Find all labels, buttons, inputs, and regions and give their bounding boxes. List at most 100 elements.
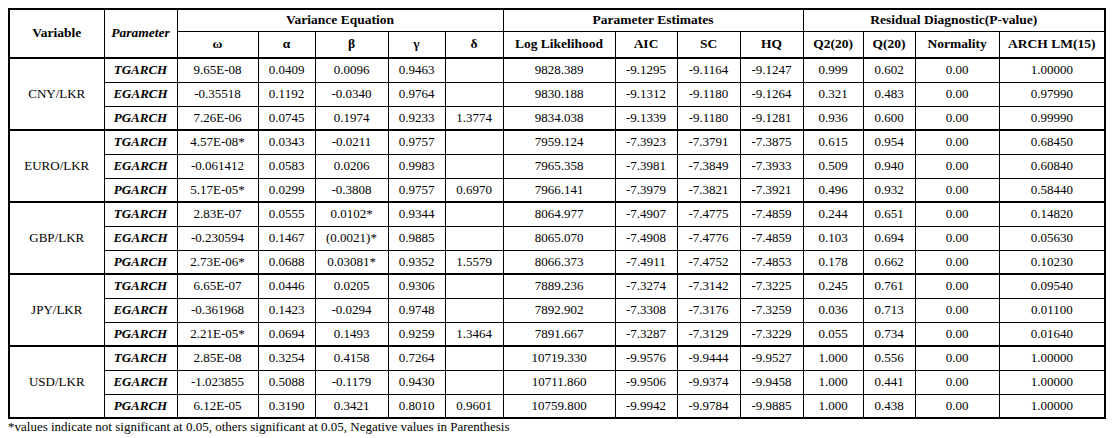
value-cell: 0.0583 [258,154,315,178]
table-row: PGARCH7.26E-060.07450.19740.92331.377498… [9,106,1105,130]
parameter-cell: PGARCH [104,106,177,130]
col-header-q2-20: Q2(20) [803,32,863,59]
value-cell: 0.954 [863,130,915,154]
value-cell: 1.000 [803,394,863,418]
value-cell: (0.0021)* [315,226,388,250]
col-header-aic: AIC [615,32,677,59]
value-cell [445,274,503,298]
value-cell: 2.85E-08 [177,346,258,370]
value-cell: 0.3190 [258,394,315,418]
value-cell: 1.00000 [999,370,1105,394]
value-cell [445,130,503,154]
value-cell: 0.036 [803,298,863,322]
value-cell [445,82,503,106]
parameter-cell: EGARCH [104,370,177,394]
variable-cell: CNY/LKR [9,58,104,130]
value-cell: 0.00 [915,202,999,226]
value-cell: 0.9352 [388,250,445,274]
value-cell: 0.602 [863,58,915,82]
value-cell: -7.3259 [740,298,803,322]
garch-results-table: Variable Parameter Variance Equation Par… [8,8,1106,419]
value-cell: -7.3142 [677,274,740,298]
value-cell: -9.9576 [615,346,677,370]
table-row: EURO/LKRTGARCH4.57E-08*0.0343-0.02110.97… [9,130,1105,154]
value-cell: -9.9942 [615,394,677,418]
value-cell: -7.3274 [615,274,677,298]
value-cell: -9.1339 [615,106,677,130]
col-header-log-likelihood: Log Likelihood [503,32,615,59]
value-cell: 0.8010 [388,394,445,418]
parameter-cell: PGARCH [104,394,177,418]
value-cell: -7.4859 [740,202,803,226]
col-header-parameter: Parameter [104,9,177,58]
value-cell: -9.9374 [677,370,740,394]
value-cell: 0.9344 [388,202,445,226]
value-cell: 0.694 [863,226,915,250]
value-cell: 0.00 [915,274,999,298]
value-cell: -7.3791 [677,130,740,154]
value-cell: 0.1493 [315,322,388,346]
value-cell: 0.999 [803,58,863,82]
value-cell: -7.3921 [740,178,803,202]
value-cell: 0.9983 [388,154,445,178]
value-cell: 0.0745 [258,106,315,130]
col-header-alpha: α [258,32,315,59]
parameter-cell: TGARCH [104,346,177,370]
value-cell: 9828.389 [503,58,615,82]
value-cell: -7.3923 [615,130,677,154]
value-cell: -0.35518 [177,82,258,106]
value-cell: 0.7264 [388,346,445,370]
value-cell: -9.9527 [740,346,803,370]
value-cell: 7965.358 [503,154,615,178]
value-cell: 7892.902 [503,298,615,322]
value-cell: -7.3849 [677,154,740,178]
value-cell: -7.3176 [677,298,740,322]
value-cell: 7889.236 [503,274,615,298]
col-header-delta: δ [445,32,503,59]
value-cell: -9.1247 [740,58,803,82]
value-cell: 2.83E-07 [177,202,258,226]
value-cell: -9.1180 [677,106,740,130]
parameter-cell: TGARCH [104,202,177,226]
value-cell: -7.3229 [740,322,803,346]
value-cell: -7.4911 [615,250,677,274]
value-cell: 10719.330 [503,346,615,370]
group-header-residual-diagnostic: Residual Diagnostic(P-value) [803,9,1105,32]
value-cell: 0.1423 [258,298,315,322]
value-cell: 6.65E-07 [177,274,258,298]
value-cell: 0.0409 [258,58,315,82]
value-cell: 1.3464 [445,322,503,346]
value-cell: -0.061412 [177,154,258,178]
table-header: Variable Parameter Variance Equation Par… [9,9,1105,58]
table-row: GBP/LKRTGARCH2.83E-070.05550.0102*0.9344… [9,202,1105,226]
col-header-gamma: γ [388,32,445,59]
value-cell: -7.4859 [740,226,803,250]
value-cell: 2.21E-05* [177,322,258,346]
value-cell: 0.1467 [258,226,315,250]
value-cell: -7.3981 [615,154,677,178]
value-cell: 0.3421 [315,394,388,418]
parameter-cell: EGARCH [104,226,177,250]
value-cell [445,226,503,250]
table-row: EGARCH-0.0614120.05830.02060.99837965.35… [9,154,1105,178]
value-cell: 0.9463 [388,58,445,82]
value-cell: 0.055 [803,322,863,346]
value-cell: 9834.038 [503,106,615,130]
value-cell [445,298,503,322]
value-cell: 0.00 [915,226,999,250]
value-cell: -9.9458 [740,370,803,394]
value-cell: 0.00 [915,130,999,154]
value-cell: 0.9306 [388,274,445,298]
group-header-variance-equation: Variance Equation [177,9,503,32]
value-cell: -7.4752 [677,250,740,274]
value-cell: 5.17E-05* [177,178,258,202]
parameter-cell: EGARCH [104,82,177,106]
value-cell: 0.103 [803,226,863,250]
value-cell: 0.00 [915,394,999,418]
value-cell: -7.3875 [740,130,803,154]
value-cell: 0.9748 [388,298,445,322]
value-cell: -9.9784 [677,394,740,418]
value-cell: 0.600 [863,106,915,130]
col-header-omega: ω [177,32,258,59]
value-cell: -9.1281 [740,106,803,130]
